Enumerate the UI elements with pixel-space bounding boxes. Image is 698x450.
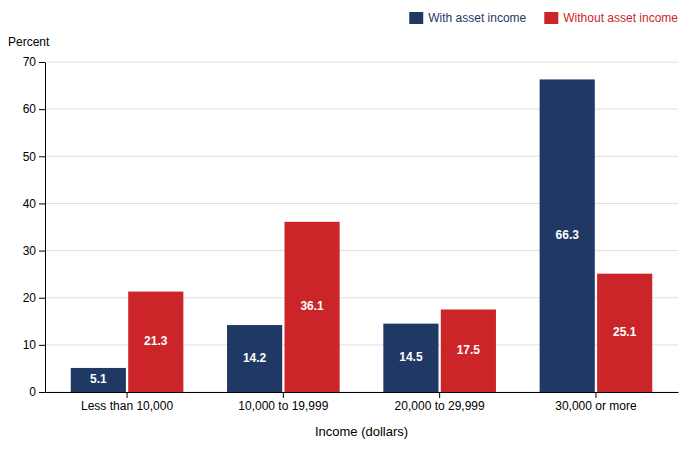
grid: [45, 62, 678, 392]
chart: 5.1 14.2 14.5 66.3 21.3 36.1 17.5 25.1 Less than…: [0, 0, 698, 450]
x-tick: 10,000 to 19,999: [238, 392, 328, 413]
x-axis-title: Income (dollars): [315, 424, 408, 439]
data-label: 14.2: [243, 351, 267, 365]
bar: [71, 368, 126, 392]
y-axis-title: Percent: [8, 35, 50, 49]
bar: [285, 222, 340, 392]
data-label: 66.3: [556, 228, 580, 242]
legend-item: Without asset income: [544, 11, 678, 25]
y-tick-mark: [39, 156, 45, 157]
x-tick-label: Less than 10,000: [81, 399, 173, 413]
legend-label: With asset income: [428, 11, 526, 25]
x-tick-label: 10,000 to 19,999: [238, 399, 328, 413]
data-labels: 5.1 14.2 14.5 66.3 21.3 36.1 17.5 25.1: [90, 228, 637, 386]
bar: [597, 274, 652, 392]
bar: [383, 324, 438, 392]
x-tick-label: 30,000 or more: [555, 399, 637, 413]
y-tick-label: 10: [23, 338, 37, 352]
y-tick-mark: [39, 203, 45, 204]
x-tick-mark: [283, 392, 284, 398]
x-tick-mark: [127, 392, 128, 398]
data-label: 17.5: [457, 343, 481, 357]
data-label: 14.5: [399, 350, 423, 364]
x-tick: 30,000 or more: [555, 392, 637, 413]
x-tick: 20,000 to 29,999: [395, 392, 485, 413]
bar: [128, 292, 183, 392]
legend-swatch: [544, 12, 558, 24]
legend-item: With asset income: [409, 11, 526, 25]
x-tick-mark: [439, 392, 440, 398]
grid-line: [45, 62, 678, 63]
x-axis-line: [46, 392, 679, 393]
legend-swatch: [409, 12, 423, 24]
bars: [71, 79, 653, 392]
x-tick: Less than 10,000: [81, 392, 173, 413]
y-tick-mark: [39, 251, 45, 252]
y-tick-label: 40: [23, 197, 37, 211]
legend: With asset income Without asset income: [409, 11, 678, 25]
bar: [227, 325, 282, 392]
y-tick: 40: [23, 197, 45, 211]
y-tick: 20: [23, 291, 45, 305]
bar: [540, 79, 595, 392]
data-label: 36.1: [300, 299, 324, 313]
legend-label: Without asset income: [563, 11, 678, 25]
y-tick: 70: [23, 55, 45, 69]
x-axis: Less than 10,000 10,000 to 19,999 20,000 t…: [46, 392, 679, 413]
y-tick: 60: [23, 102, 45, 116]
x-tick-mark: [595, 392, 596, 398]
y-tick-label: 60: [23, 102, 37, 116]
y-axis-line: [45, 63, 46, 393]
y-tick-mark: [39, 62, 45, 63]
y-tick-label: 20: [23, 291, 37, 305]
y-tick-label: 30: [23, 244, 37, 258]
bar: [441, 310, 496, 393]
y-axis: 0 10 20 30 40 50 60 70: [23, 55, 46, 399]
x-tick-label: 20,000 to 29,999: [395, 399, 485, 413]
y-tick: 10: [23, 338, 45, 352]
data-label: 25.1: [613, 325, 637, 339]
data-label: 21.3: [144, 334, 168, 348]
y-tick: 0: [29, 385, 45, 399]
y-tick-label: 70: [23, 55, 37, 69]
y-tick: 50: [23, 150, 45, 164]
y-tick-mark: [39, 345, 45, 346]
data-label: 5.1: [90, 372, 107, 386]
y-tick-mark: [39, 109, 45, 110]
y-tick-label: 0: [29, 385, 36, 399]
y-tick-mark: [39, 298, 45, 299]
y-tick: 30: [23, 244, 45, 258]
y-tick-mark: [39, 392, 45, 393]
y-tick-label: 50: [23, 150, 37, 164]
